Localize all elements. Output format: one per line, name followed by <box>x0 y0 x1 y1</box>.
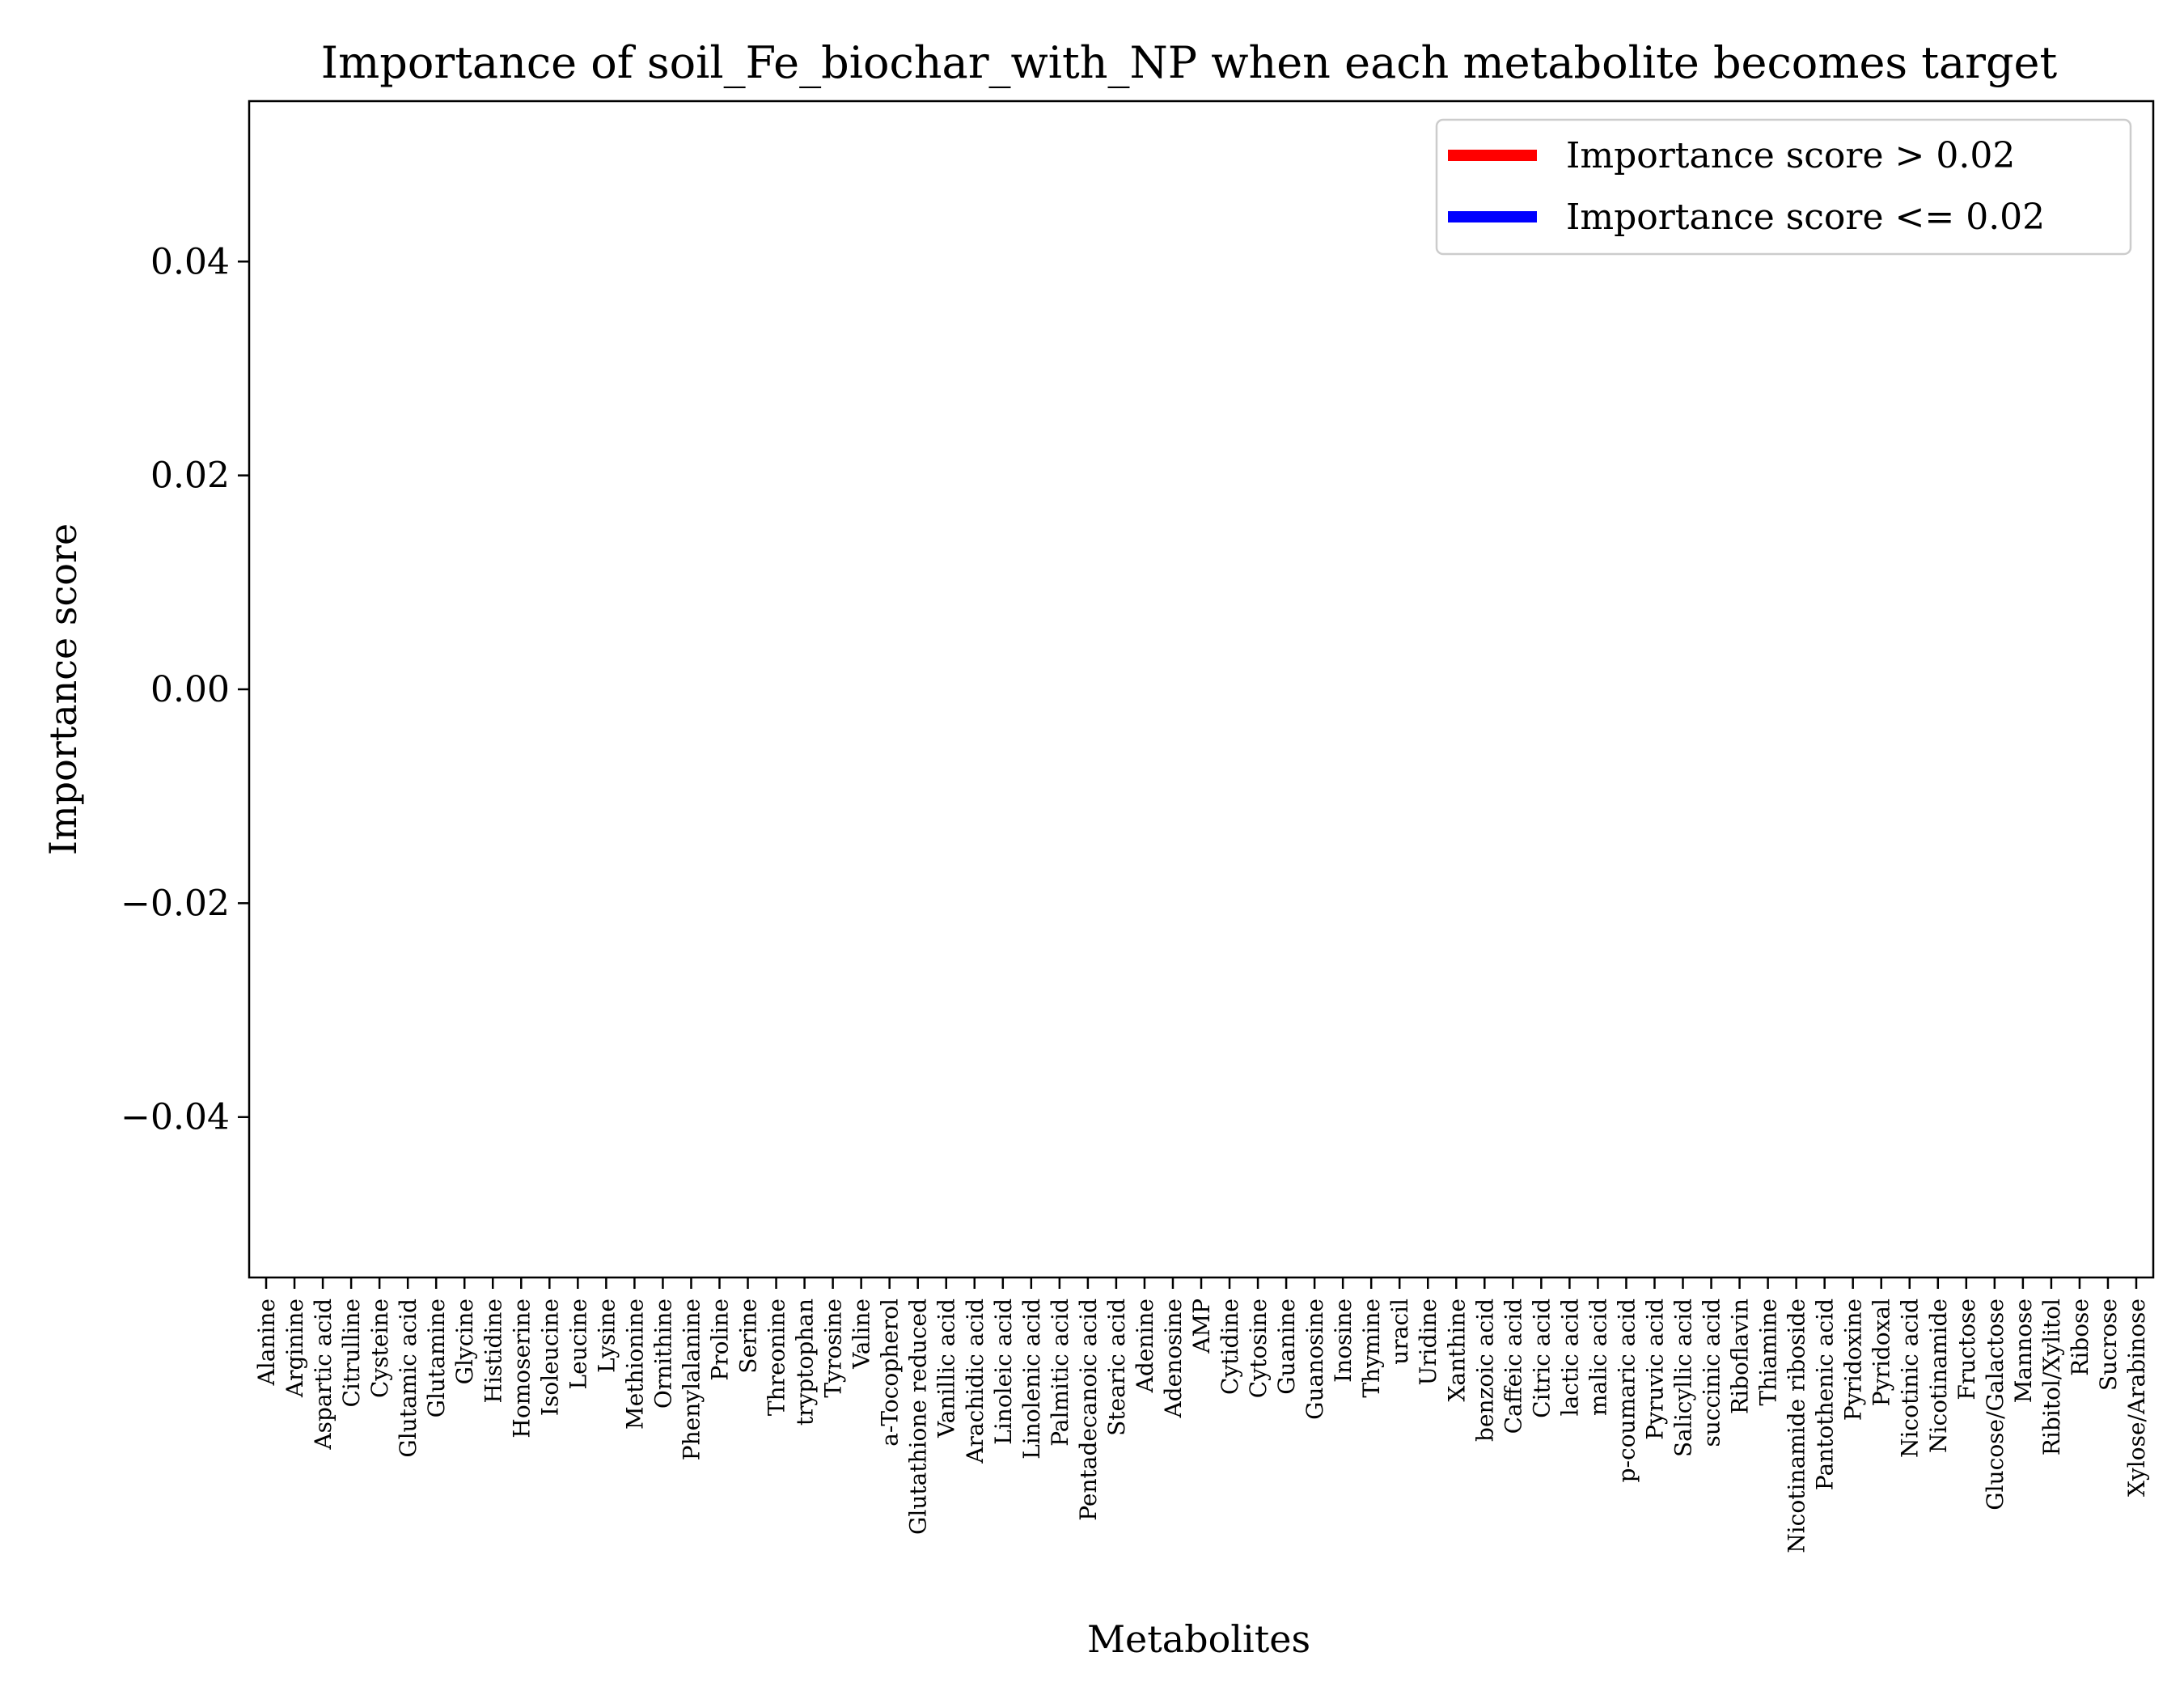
x-tick-label: Pentadecanoic acid <box>1075 1299 1102 1521</box>
x-tick-label: Serine <box>735 1299 762 1374</box>
y-tick-label: −0.04 <box>121 1097 230 1138</box>
x-tick-label: Ribose <box>2067 1299 2093 1376</box>
x-tick-label: Pyridoxal <box>1869 1299 1895 1406</box>
x-tick-label: Citrulline <box>338 1299 365 1408</box>
x-tick-label: Guanosine <box>1302 1299 1328 1420</box>
x-tick-label: uracil <box>1386 1299 1413 1365</box>
legend-label: Importance score <= 0.02 <box>1566 197 2045 238</box>
x-tick-label: Linoleic acid <box>990 1299 1017 1445</box>
x-tick-label: Riboflavin <box>1727 1299 1754 1414</box>
x-tick-label: Xylose/Arabinose <box>2123 1299 2150 1497</box>
x-axis: Alanine Arginine Aspartic acid Citrulline Cy… <box>253 1277 2150 1553</box>
chart-title: Importance of soil_Fe_biochar_with_NP wh… <box>321 37 2058 88</box>
plot-area <box>248 100 2155 1279</box>
x-tick-label: tryptophan <box>792 1299 819 1426</box>
x-tick-label: Inosine <box>1330 1299 1357 1383</box>
x-tick-label: lactic acid <box>1556 1299 1583 1416</box>
x-tick-label: Cytosine <box>1245 1299 1272 1398</box>
y-tick-label: 0.02 <box>150 455 230 497</box>
x-tick-label: Glycine <box>451 1299 478 1384</box>
x-tick-label: Pantothenic acid <box>1812 1299 1839 1490</box>
x-tick-label: Proline <box>706 1299 733 1381</box>
x-tick-label: Adenosine <box>1160 1299 1187 1419</box>
x-tick-label: a-Tocopherol <box>877 1299 904 1447</box>
x-tick-label: Valine <box>849 1299 875 1370</box>
y-tick-label: −0.02 <box>121 883 230 924</box>
y-tick-label: 0.04 <box>150 241 230 282</box>
x-axis-label: Metabolites <box>1087 1617 1310 1661</box>
x-tick-label: Mannose <box>2010 1299 2037 1403</box>
x-tick-label: Citric acid <box>1528 1299 1555 1418</box>
x-tick-label: Uridine <box>1415 1299 1441 1385</box>
x-tick-label: Adenine <box>1132 1299 1158 1393</box>
x-tick-label: Vanillic acid <box>933 1299 960 1438</box>
x-tick-label: Ornithine <box>650 1299 676 1409</box>
x-tick-label: Pyridoxine <box>1840 1299 1867 1421</box>
x-tick-label: Fructose <box>1953 1299 1980 1400</box>
x-tick-label: Aspartic acid <box>310 1299 336 1451</box>
x-tick-label: benzoic acid <box>1471 1299 1498 1442</box>
x-tick-label: Methionine <box>621 1299 648 1430</box>
x-tick-label: Thiamine <box>1755 1299 1782 1405</box>
legend-frame <box>1435 118 2132 256</box>
x-tick-label: Linolenic acid <box>1018 1299 1045 1460</box>
x-tick-label: Nicotinic acid <box>1897 1299 1924 1458</box>
x-tick-label: Histidine <box>480 1299 506 1403</box>
x-tick-label: p-coumaric acid <box>1613 1299 1640 1482</box>
x-tick-label: Arachidic acid <box>962 1299 988 1464</box>
x-tick-label: Phenylalanine <box>678 1299 705 1460</box>
x-tick-label: Leucine <box>565 1299 591 1389</box>
x-tick-label: Cysteine <box>366 1299 393 1398</box>
x-tick-label: Alanine <box>253 1299 280 1386</box>
x-tick-label: Cytidine <box>1217 1299 1243 1395</box>
x-tick-label: Glutamine <box>423 1299 450 1417</box>
x-tick-label: malic acid <box>1585 1299 1611 1416</box>
legend-label: Importance score > 0.02 <box>1566 135 2015 176</box>
x-tick-label: Xanthine <box>1443 1299 1470 1402</box>
x-tick-label: Caffeic acid <box>1500 1299 1526 1434</box>
x-tick-label: succinic acid <box>1699 1299 1725 1447</box>
x-tick-label: Salicyllic acid <box>1670 1299 1697 1457</box>
x-tick-label: AMP <box>1188 1299 1215 1354</box>
x-tick-label: Thymine <box>1358 1299 1385 1398</box>
x-tick-label: Glutathione reduced <box>905 1299 932 1535</box>
x-tick-label: Ribitol/Xylitol <box>2038 1299 2065 1455</box>
x-tick-label: Nicotinamide riboside <box>1784 1299 1810 1553</box>
x-tick-label: Palmitic acid <box>1047 1299 1073 1447</box>
x-tick-label: Homoserine <box>508 1299 535 1438</box>
x-tick-label: Sucrose <box>2095 1299 2122 1391</box>
x-tick-label: Glutamic acid <box>395 1299 421 1458</box>
x-tick-label: Tyrosine <box>820 1299 847 1398</box>
x-tick-label: Threonine <box>764 1299 790 1416</box>
y-axis: 0.04 0.02 0.00 −0.02 −0.04 <box>121 241 249 1138</box>
y-tick-label: 0.00 <box>150 669 230 710</box>
x-tick-label: Isoleucine <box>536 1299 563 1416</box>
x-tick-label: Guanine <box>1273 1299 1300 1395</box>
y-axis-label: Importance score <box>41 523 85 855</box>
x-tick-label: Glucose/Galactose <box>1982 1299 2008 1510</box>
legend: Importance score > 0.02 Importance score … <box>1435 118 2132 256</box>
x-tick-label: Nicotinamide <box>1925 1299 1952 1453</box>
x-tick-label: Lysine <box>593 1299 620 1373</box>
x-tick-label: Arginine <box>281 1299 308 1398</box>
x-tick-label: Stearic acid <box>1103 1299 1130 1436</box>
x-tick-label: Pyruvic acid <box>1641 1299 1668 1440</box>
